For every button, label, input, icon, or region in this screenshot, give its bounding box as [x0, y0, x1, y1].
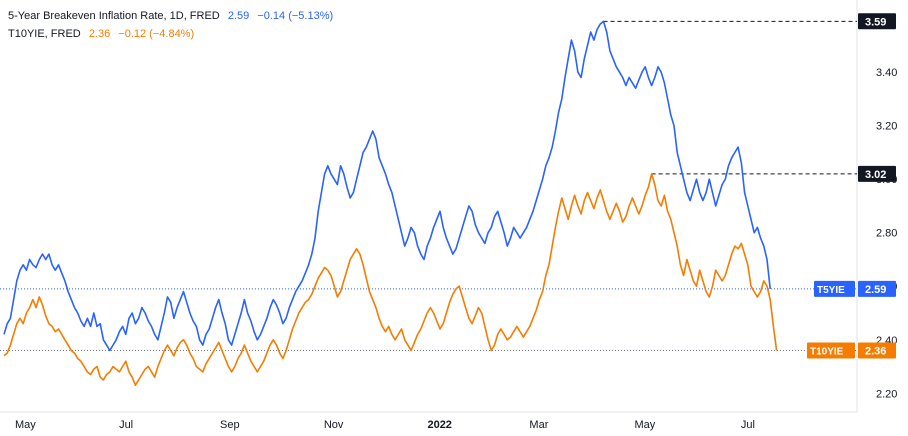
time-axis: May Jul Sep Nov 2022 Mar May Jul — [15, 419, 755, 431]
y-tick-label: 2.20 — [876, 388, 897, 400]
legend-series-1[interactable]: 5-Year Breakeven Inflation Rate, 1D, FRE… — [8, 9, 338, 23]
series-line-t5yie[interactable] — [3, 20, 771, 352]
price-marker-box — [858, 342, 896, 359]
series-tag-label: T5YIE — [817, 285, 845, 296]
price-marker-label: 3.59 — [865, 16, 886, 28]
x-tick-label: May — [635, 419, 656, 431]
legend-series-1-change: −0.14 (−5.13%) — [257, 10, 334, 22]
x-tick-label: May — [15, 419, 36, 431]
reference-lines — [0, 20, 857, 351]
price-marker-label: 2.36 — [865, 346, 886, 358]
x-tick-label: 2022 — [427, 419, 451, 431]
series-layer — [3, 20, 778, 387]
price-marker-label: 3.02 — [865, 169, 886, 181]
series-tag-box — [807, 342, 855, 359]
x-tick-label: Mar — [529, 419, 548, 431]
series-tag-label: T10YIE — [810, 347, 844, 358]
legend-series-1-name: 5-Year Breakeven Inflation Rate, 1D, FRE… — [8, 10, 220, 22]
series-line-t10yie[interactable] — [3, 173, 778, 387]
y-tick-label: 3.40 — [876, 67, 897, 79]
legend-series-2-value: 2.36 — [88, 28, 111, 40]
x-tick-label: Nov — [324, 419, 344, 431]
y-tick-label: 2.80 — [876, 228, 897, 240]
series-tag-box — [814, 280, 855, 297]
x-tick-label: Sep — [220, 419, 240, 431]
legend-series-2-name: T10YIE, FRED — [8, 28, 81, 40]
price-marker-box — [858, 280, 896, 297]
price-markers: 3.59 3.02 2.59 T5YIE 2.36 T10YIE — [807, 13, 896, 359]
legend-series-2-change: −0.12 (−4.84%) — [118, 28, 195, 40]
legend-series-1-value: 2.59 — [227, 10, 250, 22]
x-tick-label: Jul — [741, 419, 755, 431]
price-marker-box — [858, 165, 896, 182]
y-tick-label: 3.20 — [876, 121, 897, 133]
price-marker-box — [858, 13, 896, 30]
x-tick-label: Jul — [119, 419, 133, 431]
price-marker-label: 2.59 — [865, 284, 886, 296]
legend-series-2[interactable]: T10YIE, FRED 2.36 −0.12 (−4.84%) — [8, 27, 199, 41]
